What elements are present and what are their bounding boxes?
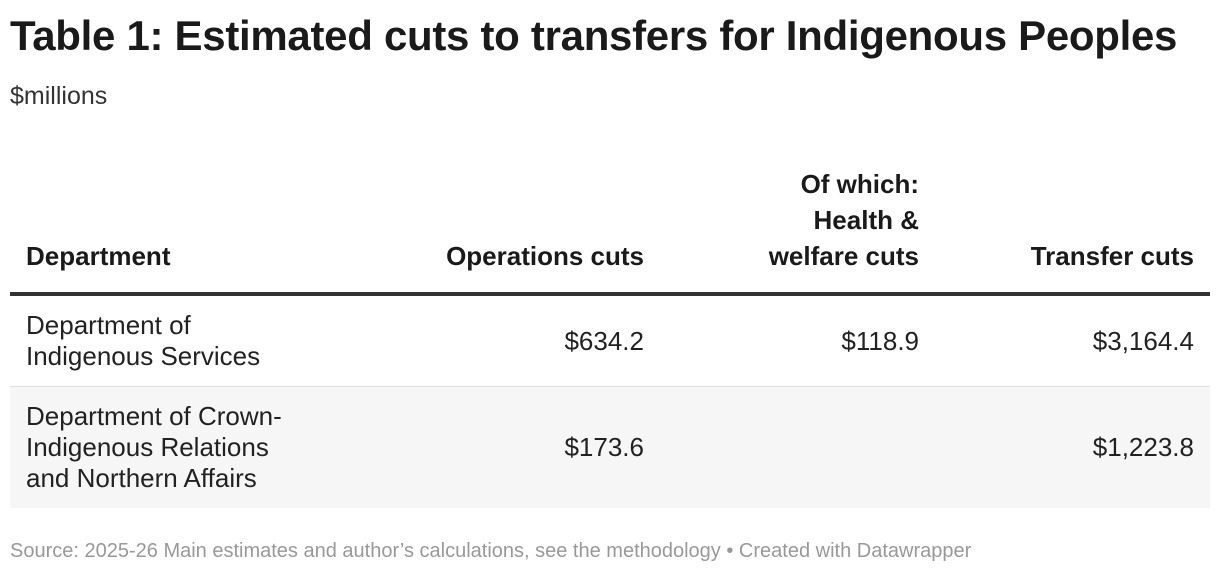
- header-operations-cuts[interactable]: Operations cuts: [390, 166, 660, 296]
- data-table: Department Operations cuts Of which: Hea…: [10, 166, 1210, 508]
- department-name-line: Department of Crown-: [26, 401, 282, 431]
- department-name-line: Indigenous Services: [26, 341, 261, 371]
- cell-operations-cuts: $634.2: [390, 294, 660, 387]
- header-department[interactable]: Department: [10, 166, 390, 296]
- header-health-welfare-cuts[interactable]: Of which: Health & welfare cuts: [660, 166, 935, 296]
- cell-department: Department of Crown- Indigenous Relation…: [10, 386, 390, 508]
- header-health-welfare-label-1: Of which:: [800, 169, 919, 199]
- cell-department: Department of Indigenous Services: [10, 294, 390, 387]
- department-name-line: Indigenous Relations: [26, 432, 269, 462]
- table-header: Department Operations cuts Of which: Hea…: [10, 166, 1210, 296]
- table-row: Department of Indigenous Services $634.2…: [10, 294, 1210, 387]
- header-row: Department Operations cuts Of which: Hea…: [10, 166, 1210, 296]
- cell-operations-cuts: $173.6: [390, 386, 660, 508]
- header-transfer-cuts[interactable]: Transfer cuts: [935, 166, 1210, 296]
- cell-health-welfare-cuts: [660, 386, 935, 508]
- cell-transfer-cuts: $1,223.8: [935, 386, 1210, 508]
- cell-transfer-cuts: $3,164.4: [935, 294, 1210, 387]
- department-name-line: Department of: [26, 310, 191, 340]
- header-health-welfare-label-2: Health &: [813, 205, 919, 235]
- table-subtitle: $millions: [10, 82, 108, 110]
- table-title: Table 1: Estimated cuts to transfers for…: [10, 12, 1178, 59]
- table-row: Department of Crown- Indigenous Relation…: [10, 386, 1210, 508]
- header-operations-label: Operations cuts: [446, 241, 644, 271]
- department-name-line: and Northern Affairs: [26, 463, 257, 493]
- header-health-welfare-label-3: welfare cuts: [768, 241, 919, 271]
- header-transfer-label: Transfer cuts: [1030, 241, 1194, 271]
- cell-health-welfare-cuts: $118.9: [660, 294, 935, 387]
- header-department-label: Department: [26, 241, 171, 271]
- source-note: Source: 2025-26 Main estimates and autho…: [10, 540, 972, 562]
- table-body: Department of Indigenous Services $634.2…: [10, 294, 1210, 508]
